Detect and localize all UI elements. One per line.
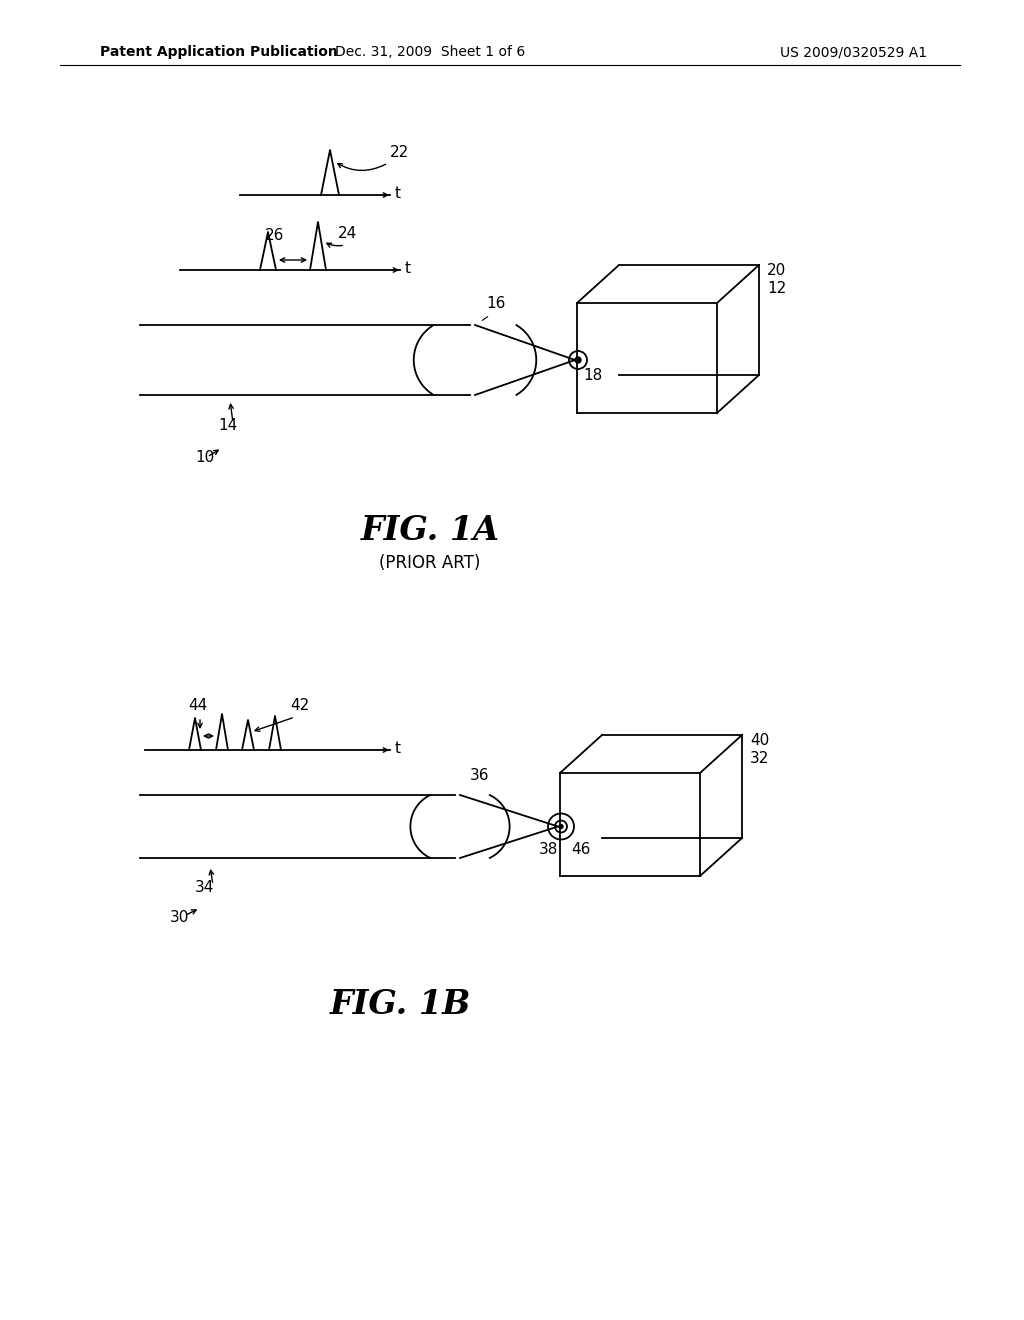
Text: US 2009/0320529 A1: US 2009/0320529 A1 (780, 45, 927, 59)
Text: t: t (395, 741, 401, 756)
Text: 44: 44 (188, 698, 207, 713)
Text: 18: 18 (583, 368, 602, 383)
Circle shape (575, 356, 581, 363)
Text: 20: 20 (767, 263, 786, 279)
Text: 16: 16 (486, 296, 506, 312)
Text: 46: 46 (571, 842, 591, 858)
Text: FIG. 1A: FIG. 1A (360, 513, 500, 546)
Text: (PRIOR ART): (PRIOR ART) (379, 554, 480, 572)
Text: t: t (406, 261, 411, 276)
Text: 36: 36 (470, 768, 489, 783)
Text: 38: 38 (539, 842, 558, 858)
Text: 32: 32 (750, 751, 769, 766)
Text: 34: 34 (195, 880, 214, 895)
Text: t: t (395, 186, 401, 201)
Text: 40: 40 (750, 733, 769, 748)
Circle shape (559, 825, 563, 829)
Text: FIG. 1B: FIG. 1B (330, 989, 471, 1022)
Text: 14: 14 (218, 418, 238, 433)
Text: 42: 42 (290, 698, 309, 713)
Text: Dec. 31, 2009  Sheet 1 of 6: Dec. 31, 2009 Sheet 1 of 6 (335, 45, 525, 59)
Text: 22: 22 (390, 145, 410, 160)
Text: 24: 24 (338, 226, 357, 242)
Text: 26: 26 (265, 228, 285, 243)
Text: 30: 30 (170, 909, 189, 925)
Text: 12: 12 (767, 281, 786, 296)
Text: 10: 10 (195, 450, 214, 465)
Text: Patent Application Publication: Patent Application Publication (100, 45, 338, 59)
